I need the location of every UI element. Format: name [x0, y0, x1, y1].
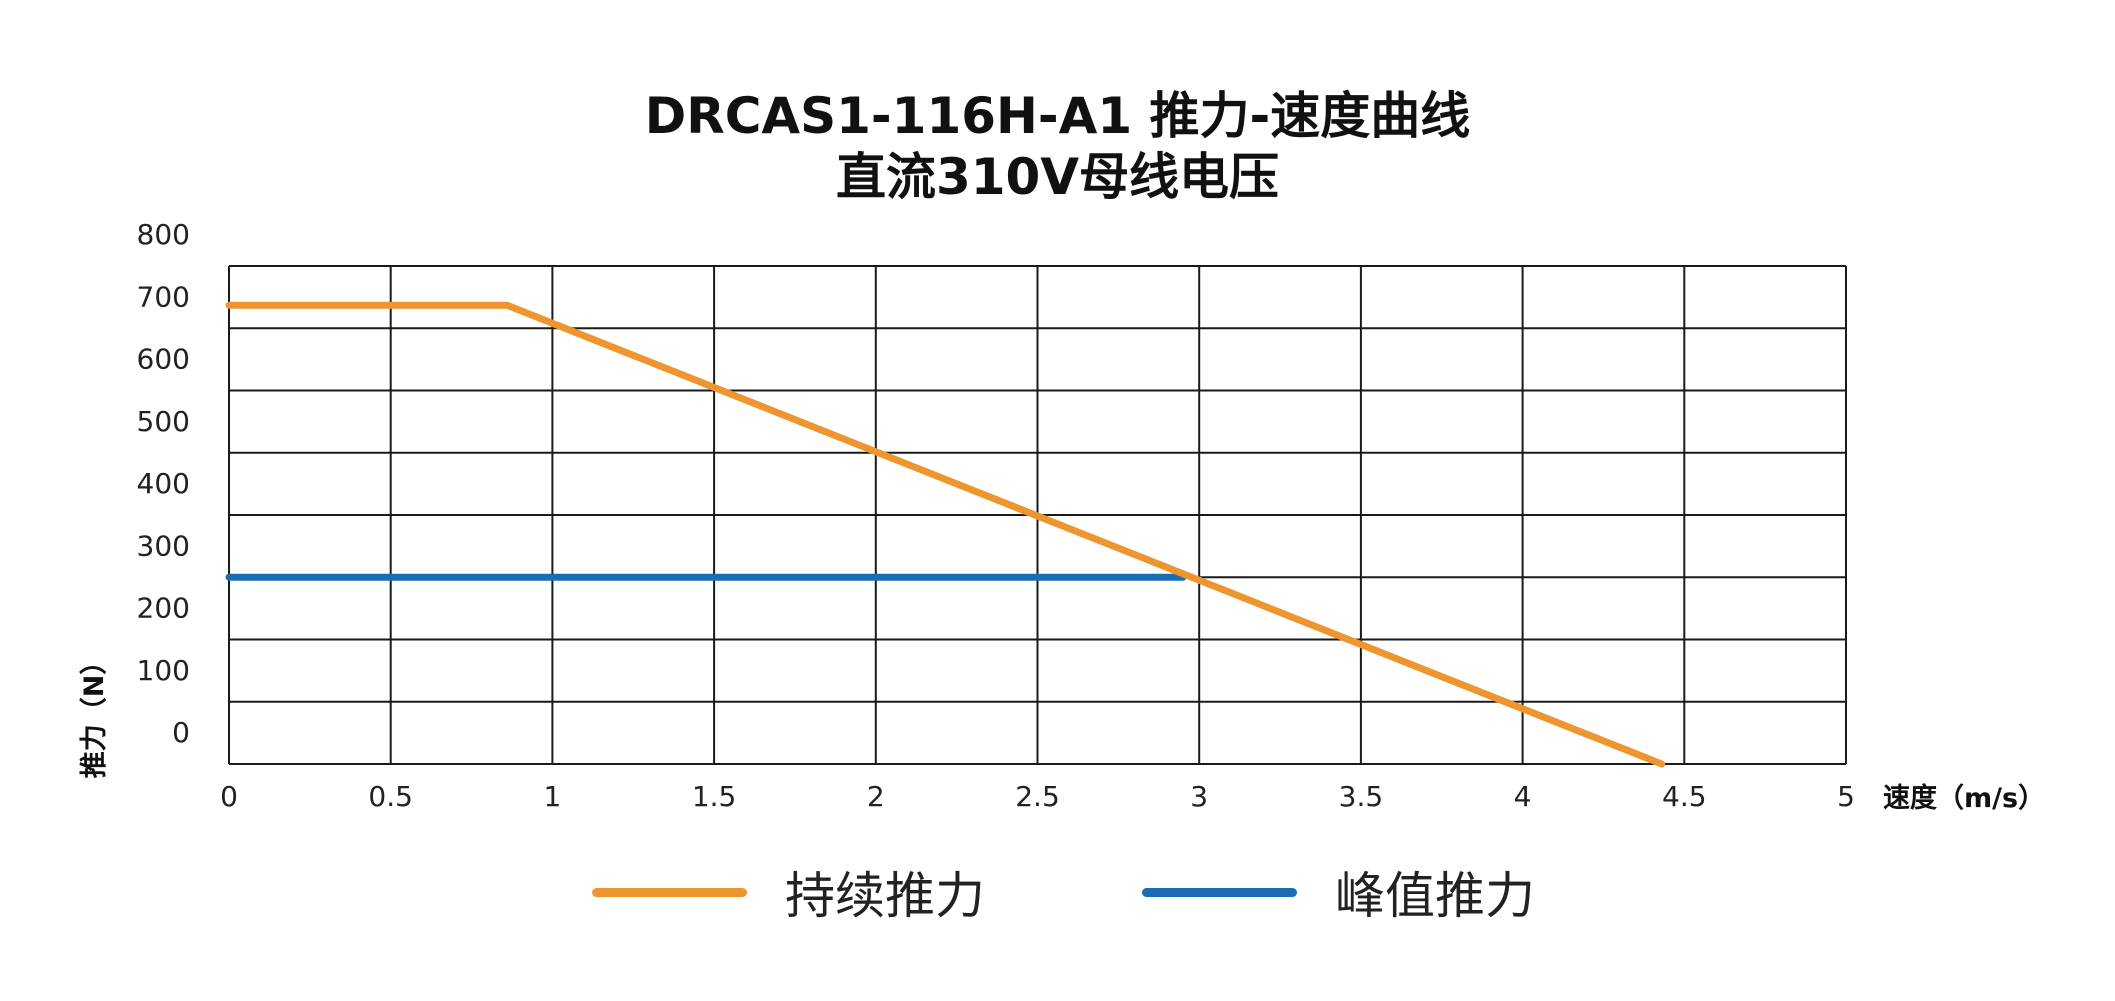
y-tick-label: 300: [137, 529, 190, 562]
x-tick-label: 1.5: [692, 780, 737, 813]
x-tick-label: 3.5: [1339, 780, 1384, 813]
chart-title: DRCAS1-116H-A1 推力-速度曲线: [644, 87, 1471, 145]
y-tick-label: 600: [137, 343, 190, 376]
legend-label-peak: 峰值推力: [1335, 867, 1535, 925]
x-tick-label: 4: [1514, 780, 1532, 813]
x-tick-label: 0: [220, 780, 238, 813]
y-axis-ticks: 0 100 200 300 400 500 600 700 800: [137, 218, 190, 749]
x-tick-label: 4.5: [1662, 780, 1707, 813]
chart-subtitle: 直流310V母线电压: [835, 148, 1280, 206]
x-tick-label: 2.5: [1015, 780, 1060, 813]
x-axis-label: 速度（m/s）: [1883, 782, 2045, 814]
y-tick-label: 0: [172, 716, 190, 749]
legend-item-peak: 峰值推力: [1142, 862, 1535, 925]
y-tick-label: 800: [137, 218, 190, 251]
y-tick-label: 500: [137, 405, 190, 438]
x-tick-label: 1: [543, 780, 561, 813]
x-tick-label: 0.5: [368, 780, 413, 813]
y-tick-label: 200: [137, 592, 190, 625]
y-tick-label: 400: [137, 467, 190, 500]
x-tick-label: 3: [1190, 780, 1208, 813]
x-tick-label: 5: [1837, 780, 1855, 813]
legend-label-continuous: 持续推力: [785, 867, 985, 925]
x-axis-ticks: 0 0.5 1 1.5 2 2.5 3 3.5 4 4.5 5: [220, 780, 1855, 813]
series-line-continuous: [225, 301, 1666, 768]
y-axis-label: 推力（N）: [79, 648, 110, 779]
legend-swatch-peak: [1142, 887, 1297, 897]
y-tick-label: 700: [137, 280, 190, 313]
legend-item-continuous: 持续推力: [592, 862, 985, 925]
chart-grid: [228, 265, 1847, 765]
chart-series: [225, 301, 1666, 768]
legend-swatch-continuous: [592, 887, 747, 897]
y-tick-label: 100: [137, 654, 190, 687]
x-tick-label: 2: [867, 780, 885, 813]
